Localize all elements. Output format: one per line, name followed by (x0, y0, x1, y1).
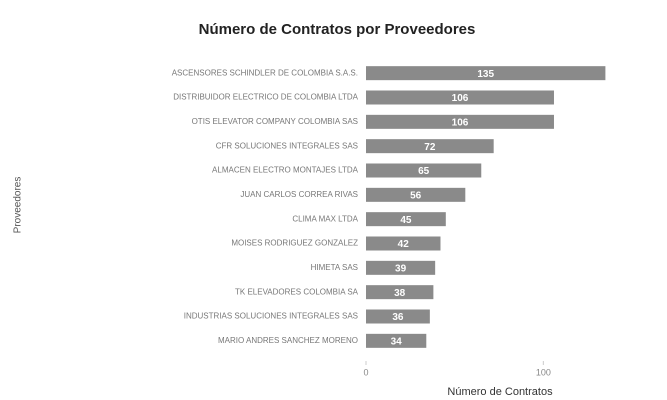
y-tick-label: JUAN CARLOS CORREA RIVAS (240, 190, 358, 199)
bar (366, 333, 427, 348)
value-label: 106 (452, 93, 469, 104)
bar (366, 114, 554, 129)
y-tick-label: CFR SOLUCIONES INTEGRALES SAS (216, 141, 358, 150)
bar (366, 187, 466, 202)
y-tick-label: ASCENSORES SCHINDLER DE COLOMBIA S.A.S. (172, 68, 358, 77)
y-tick-label: HIMETA SAS (311, 263, 358, 272)
bar (366, 212, 446, 227)
chart-title: Número de Contratos por Proveedores (199, 21, 476, 38)
value-label: 36 (392, 312, 404, 323)
value-label: 65 (418, 166, 430, 177)
x-tick-label: 100 (536, 367, 551, 377)
y-tick-label: TK ELEVADORES COLOMBIA SA (235, 287, 359, 296)
y-tick-label: OTIS ELEVATOR COMPANY COLOMBIA SAS (192, 117, 358, 126)
bar (366, 236, 441, 251)
value-label: 39 (395, 263, 407, 274)
bar (366, 139, 494, 154)
bar (366, 90, 554, 105)
y-tick-label: CLIMA MAX LTDA (292, 214, 358, 223)
y-axis-label: Proveedores (13, 177, 24, 234)
y-tick-label: DISTRIBUIDOR ELECTRICO DE COLOMBIA LTDA (173, 93, 358, 102)
bar (366, 260, 436, 275)
value-label: 34 (391, 336, 403, 347)
bar (366, 285, 434, 300)
y-tick-label: ALMACEN ELECTRO MONTAJES LTDA (212, 166, 359, 175)
y-tick-label: MARIO ANDRES SANCHEZ MORENO (218, 336, 358, 345)
value-label: 135 (477, 69, 494, 80)
bar (366, 163, 482, 178)
x-axis-label: Número de Contratos (447, 386, 553, 398)
x-tick-label: 0 (363, 367, 368, 377)
y-tick-label: MOISES RODRIGUEZ GONZALEZ (231, 239, 358, 248)
value-label: 72 (424, 142, 436, 153)
value-label: 106 (452, 117, 469, 128)
value-label: 56 (410, 190, 422, 201)
y-tick-label: INDUSTRIAS SOLUCIONES INTEGRALES SAS (184, 312, 358, 321)
bar (366, 66, 606, 81)
value-label: 38 (394, 288, 406, 299)
value-label: 42 (398, 239, 410, 250)
value-label: 45 (400, 215, 412, 226)
bar (366, 309, 430, 324)
